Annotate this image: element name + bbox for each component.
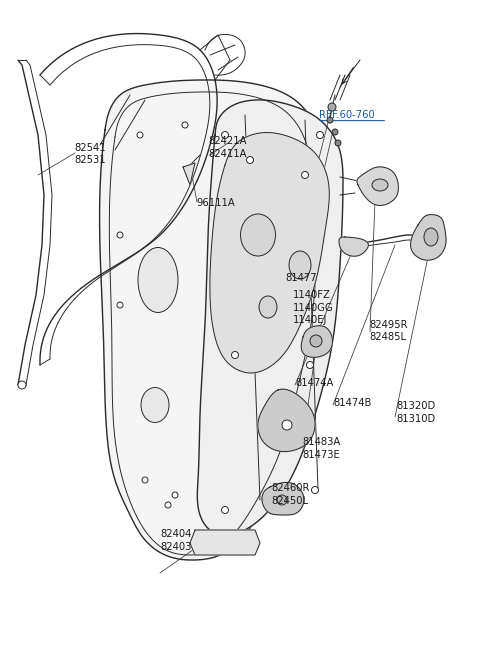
Circle shape (231, 352, 239, 358)
Circle shape (221, 506, 228, 514)
Circle shape (307, 362, 313, 369)
Ellipse shape (141, 388, 169, 422)
Circle shape (301, 172, 309, 179)
Text: REF.60-760: REF.60-760 (319, 109, 375, 120)
Ellipse shape (289, 251, 311, 279)
Text: 82404
82403: 82404 82403 (161, 529, 192, 552)
Circle shape (328, 103, 336, 111)
Polygon shape (262, 483, 304, 515)
Text: 82421A
82411A: 82421A 82411A (209, 136, 247, 159)
Circle shape (312, 487, 319, 493)
Polygon shape (99, 80, 330, 560)
Polygon shape (183, 163, 195, 185)
Text: 96111A: 96111A (197, 198, 236, 208)
Ellipse shape (240, 214, 276, 256)
Text: 81320D
81310D: 81320D 81310D (396, 402, 435, 424)
Circle shape (117, 232, 123, 238)
Text: 82460R
82450L: 82460R 82450L (271, 483, 310, 506)
Text: 81474A: 81474A (295, 378, 334, 388)
Polygon shape (357, 167, 398, 206)
Circle shape (277, 495, 287, 505)
Circle shape (332, 129, 338, 135)
Polygon shape (210, 132, 329, 373)
Text: 81483A
81473E: 81483A 81473E (302, 438, 341, 460)
Circle shape (137, 132, 143, 138)
Polygon shape (301, 326, 333, 358)
Ellipse shape (138, 248, 178, 312)
Polygon shape (197, 100, 343, 535)
Circle shape (18, 381, 26, 389)
Circle shape (142, 477, 148, 483)
Circle shape (247, 157, 253, 164)
Text: 81474B: 81474B (334, 398, 372, 408)
Circle shape (182, 122, 188, 128)
Circle shape (327, 117, 333, 123)
Text: 1140FZ
1140GG
1140EJ: 1140FZ 1140GG 1140EJ (293, 290, 334, 326)
Circle shape (310, 335, 322, 347)
Ellipse shape (259, 296, 277, 318)
Polygon shape (190, 530, 260, 555)
Circle shape (282, 420, 292, 430)
Circle shape (172, 492, 178, 498)
Text: 81477: 81477 (286, 273, 317, 284)
Polygon shape (339, 237, 368, 256)
Polygon shape (258, 389, 315, 451)
Circle shape (221, 132, 228, 138)
Ellipse shape (424, 228, 438, 246)
Circle shape (117, 302, 123, 308)
Circle shape (335, 140, 341, 146)
Circle shape (316, 132, 324, 138)
Circle shape (165, 502, 171, 508)
Text: 82541
82531: 82541 82531 (74, 143, 106, 165)
Ellipse shape (372, 179, 388, 191)
Polygon shape (410, 215, 446, 260)
Text: 82495R
82485L: 82495R 82485L (370, 320, 408, 342)
